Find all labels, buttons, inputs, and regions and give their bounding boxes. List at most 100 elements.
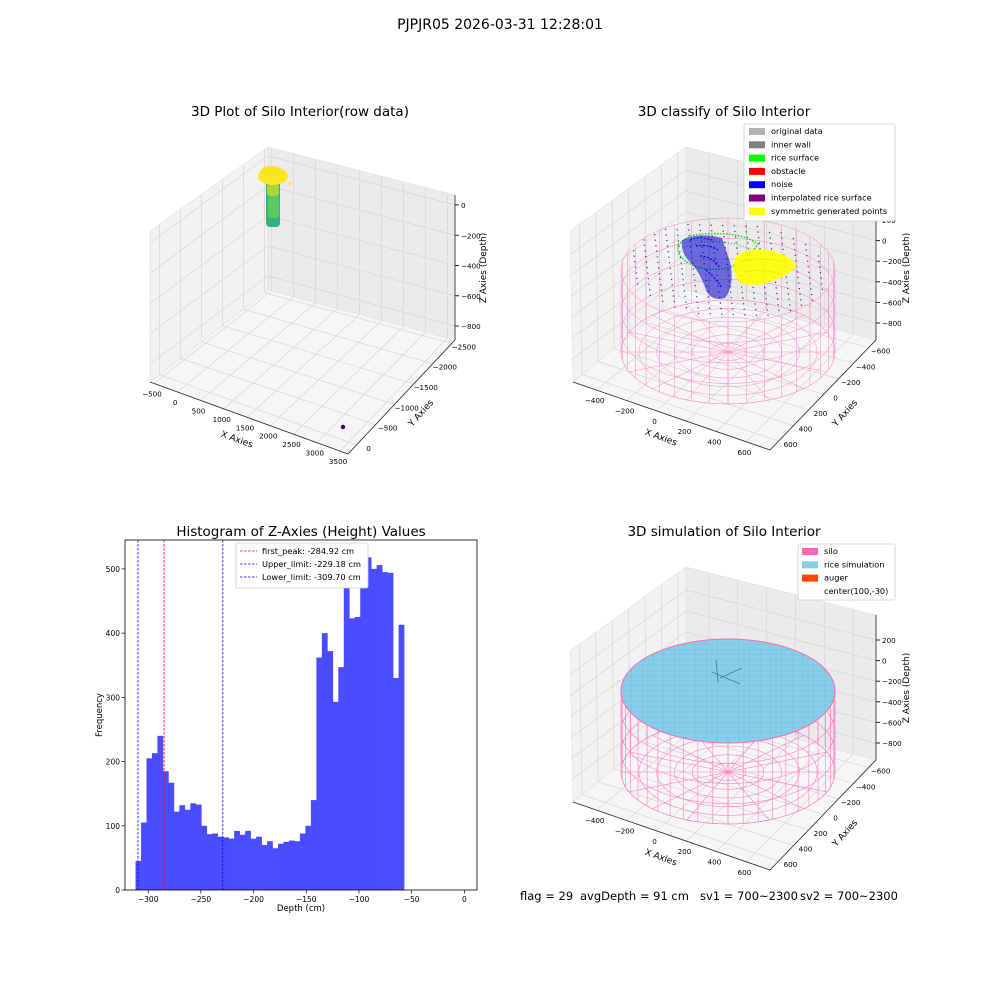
auger-marker: [711, 659, 743, 685]
y-tick-label: 0: [833, 393, 838, 402]
histogram-bar: [190, 803, 197, 890]
y-tick-label: 0: [833, 813, 838, 822]
z-tick-label: −600: [882, 718, 902, 727]
x-tick-label: 200: [678, 847, 692, 856]
histogram-bar: [327, 651, 334, 890]
simulation-plot-x-ticks: −400 −200 0 200 400 600: [585, 816, 752, 877]
x-tick-label: 0: [173, 398, 178, 407]
histogram-bar: [365, 557, 372, 890]
y-tick-label: 600: [784, 440, 798, 449]
histogram-bar: [371, 568, 377, 890]
histogram-bar: [294, 841, 301, 890]
y-tick-label: 300: [106, 693, 121, 702]
y-tick-label: −2500: [452, 342, 477, 351]
z-tick-label: −400: [882, 278, 902, 287]
classify-plot-title: 3D classify of Silo Interior: [638, 104, 811, 120]
histogram-x-ticks: −300 −250 −200 −150 −100 −50 0: [138, 890, 467, 904]
histogram-bar: [305, 825, 312, 890]
raw-plot-y-ticks: 0 −500 −1000 −1500 −2000 −2500: [366, 342, 476, 452]
simulation-plot-z-ticks: 200 0 −200 −400 −600 −800: [876, 636, 902, 748]
histogram-bar: [212, 833, 219, 890]
y-tick-label: −200: [841, 798, 861, 807]
raw-plot-axis-lines: [149, 195, 456, 455]
histogram-bar: [201, 825, 208, 890]
histogram-bar: [398, 624, 405, 890]
histogram-bar: [135, 861, 142, 890]
x-tick-label: −400: [585, 816, 605, 825]
x-tick-label: −200: [615, 826, 635, 835]
z-tick-label: −800: [882, 319, 902, 328]
histogram-bar: [299, 833, 306, 890]
histogram-threshold-lines: [137, 540, 224, 890]
x-tick-label: 3500: [329, 457, 348, 466]
histogram-bar: [217, 836, 224, 890]
y-tick-label: 200: [814, 409, 828, 418]
x-tick-label: 1000: [213, 415, 232, 424]
histogram-bar: [382, 572, 388, 890]
raw-point-cloud: [258, 166, 346, 430]
y-tick-label: −200: [841, 378, 861, 387]
z-tick-label: 0: [882, 237, 887, 246]
raw-plot-panes: [149, 146, 456, 455]
z-tick-label: −200: [461, 231, 481, 240]
legend-label: center(100,-30): [824, 586, 888, 596]
legend-label: original data: [771, 126, 823, 136]
histogram-bar: [272, 848, 279, 890]
figure-title: PJPJR05 2026-03-31 12:28:01: [397, 17, 603, 33]
legend-swatch: [802, 561, 818, 569]
histogram-bar: [310, 800, 317, 890]
histogram-bars: [135, 557, 405, 890]
simulation-legend: silo rice simulation auger center(100,-30): [797, 543, 896, 601]
histogram-bar: [168, 782, 175, 890]
x-tick-label: 400: [708, 438, 722, 447]
histogram-bar: [234, 830, 240, 890]
y-tick-label: −400: [856, 362, 876, 371]
avg-depth-readout: avgDepth = 91 cm: [580, 889, 689, 903]
y-tick-label: −600: [871, 767, 891, 776]
y-tick-label: 100: [106, 822, 121, 831]
raw-plot-z-ticks: 0 −200 −400 −600 −800: [455, 201, 481, 331]
z-tick-label: −200: [882, 677, 902, 686]
z-tick-label: 0: [882, 657, 887, 666]
x-tick-label: −200: [615, 406, 635, 415]
histogram-bar: [267, 841, 273, 890]
x-tick-label: 600: [738, 448, 752, 457]
y-tick-label: 0: [115, 886, 120, 895]
histogram-frame: [124, 539, 478, 891]
sv2-readout: sv2 = 700~2300: [800, 889, 898, 903]
raw-plot-gridlines: [149, 147, 456, 452]
flag-readout: flag = 29: [520, 889, 574, 903]
histogram-title: Histogram of Z-Axies (Height) Values: [176, 524, 425, 540]
y-tick-label: −1000: [394, 403, 419, 412]
z-tick-label: 200: [882, 636, 896, 645]
x-tick-label: 0: [652, 417, 657, 426]
histogram-bar: [195, 804, 202, 890]
legend-swatch: [749, 154, 765, 162]
histogram-bar: [228, 838, 235, 890]
z-tick-label: −800: [461, 322, 481, 331]
classify-point-clouds: [677, 233, 797, 299]
legend-label: noise: [771, 179, 793, 189]
simulation-3d-plot: 3D simulation of Silo Interior −400−2000…: [569, 524, 912, 877]
x-tick-label: 500: [192, 406, 206, 415]
histogram-bar: [393, 678, 399, 890]
histogram-bar: [343, 586, 350, 890]
y-tick-label: 400: [106, 629, 121, 638]
classify-silo-wireframe: [620, 217, 836, 405]
histogram-bar: [360, 572, 367, 890]
z-tick-label: −800: [882, 739, 902, 748]
z-tick-label: −600: [461, 292, 481, 301]
legend-swatch: [749, 141, 765, 149]
y-tick-label: 400: [799, 845, 813, 854]
depth-histogram: Histogram of Z-Axies (Height) Values −30…: [95, 524, 478, 914]
legend-label: auger: [824, 573, 848, 583]
z-tick-label: −400: [882, 698, 902, 707]
y-tick-label: −600: [871, 347, 891, 356]
histogram-bar: [261, 845, 268, 890]
histogram-bar: [245, 830, 251, 890]
y-tick-label: 600: [784, 860, 798, 869]
legend-label: rice surface: [771, 153, 819, 163]
histogram-x-label: Depth (cm): [277, 904, 325, 914]
